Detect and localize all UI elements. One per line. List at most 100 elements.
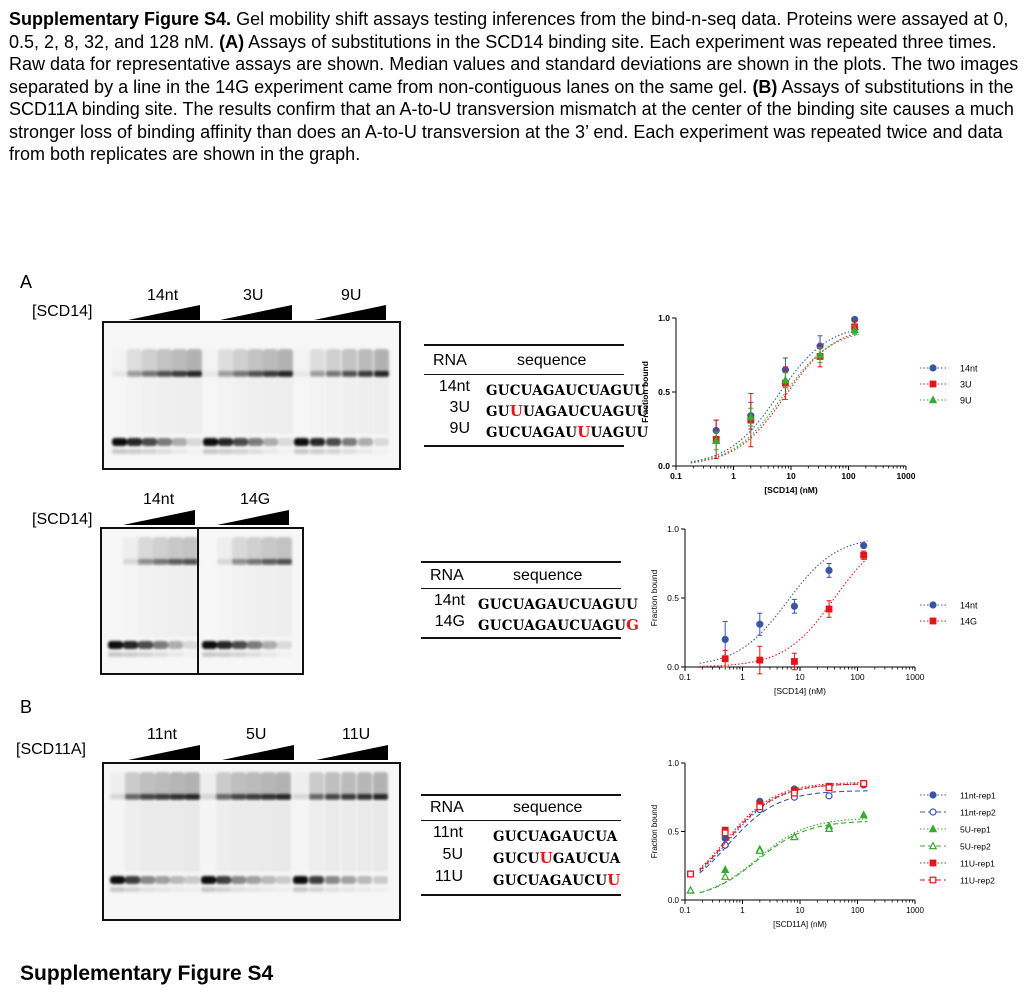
- fit-curve: [690, 331, 859, 464]
- fit-curve: [699, 783, 868, 871]
- data-point: [928, 824, 938, 833]
- fit-curve: [699, 557, 868, 667]
- legend-label: 14G: [960, 617, 977, 627]
- x-tick-label: 1000: [906, 906, 924, 915]
- y-tick-label: 1.0: [667, 524, 679, 534]
- table-rule: [421, 588, 621, 589]
- data-point: [790, 602, 799, 610]
- data-point: [859, 810, 868, 819]
- concentration-wedge: [128, 745, 200, 760]
- fit-curve: [699, 790, 868, 874]
- gel-image: [102, 762, 401, 921]
- data-point: [929, 859, 937, 867]
- table-row-sequence: GUCUAGAUCUAGUU: [486, 383, 647, 399]
- caption-title: Supplementary Figure S4.: [9, 9, 232, 29]
- data-point: [860, 780, 868, 787]
- y-tick-label: 1.0: [668, 759, 680, 768]
- gel3-group-label: 11U: [342, 726, 371, 743]
- table-row-name: 11U: [434, 868, 463, 885]
- binding-curve-chart: 0.0 0.5 1.0 0.1 1 10 100 1000 [SCD11A] (nM) Fract…: [650, 759, 996, 929]
- y-axis-label: Fraction bound: [640, 361, 650, 423]
- y-axis-label: Fraction bound: [649, 569, 659, 626]
- caption-label-a: (A): [219, 31, 245, 52]
- x-tick-label: 1000: [906, 672, 925, 682]
- fit-curve: [690, 333, 859, 464]
- caption-text-2: Assays of substitutions in the SCD14 bin…: [9, 31, 1019, 97]
- gel2-conc-label: [SCD14]: [32, 511, 93, 528]
- concentration-wedge: [316, 745, 388, 760]
- data-point: [721, 655, 729, 663]
- gel2-group-label: 14G: [240, 491, 271, 508]
- gel-image: [100, 527, 304, 675]
- table-row-name: 14nt: [438, 378, 470, 395]
- data-point: [721, 635, 729, 644]
- table-row-sequence: GUCUUGAUCUA: [493, 849, 621, 867]
- data-point: [850, 325, 859, 334]
- concentration-wedge: [123, 510, 195, 525]
- table-row-sequence: GUUUAGAUCUAGUU: [486, 402, 649, 420]
- table-rule: [421, 561, 621, 563]
- x-tick-label: 1: [731, 471, 736, 481]
- data-point: [929, 808, 937, 816]
- gel1-group-label: 3U: [243, 287, 264, 304]
- table-row-sequence: GUCUAGAUUUAGUU: [486, 423, 649, 441]
- sequence-table: RNA sequence 14nt GUCUAGAUCUAGUU 14G GUC…: [421, 561, 639, 641]
- data-point: [929, 601, 937, 609]
- data-point: [756, 803, 764, 811]
- data-point: [815, 350, 825, 359]
- table-rule: [421, 894, 621, 896]
- x-tick-label: 100: [841, 471, 855, 481]
- data-point: [825, 784, 833, 792]
- gel2-group-label: 14nt: [143, 491, 175, 508]
- data-point: [756, 656, 764, 664]
- gel-bands: [110, 772, 388, 892]
- x-tick-label: 100: [850, 672, 864, 682]
- x-axis-label: [SCD11A] (nM): [773, 920, 827, 929]
- x-axis-label: [SCD14] (nM): [774, 686, 826, 696]
- data-point: [687, 870, 694, 878]
- y-axis-label: Fraction bound: [650, 805, 659, 858]
- gel3-group-label: 5U: [246, 726, 267, 743]
- legend-label: 5U-rep2: [960, 842, 991, 852]
- data-point: [929, 876, 937, 884]
- gel1-group-label: 14nt: [147, 287, 179, 304]
- table-rule: [421, 794, 621, 796]
- y-tick-label: 0.5: [658, 387, 670, 397]
- caption-label-b: (B): [752, 76, 778, 97]
- gel1-group-label: 9U: [341, 287, 362, 304]
- panel-b-letter: B: [20, 697, 33, 717]
- legend-label: 5U-rep1: [960, 825, 991, 835]
- concentration-wedge: [222, 745, 294, 760]
- data-point: [791, 658, 798, 665]
- table-row-sequence: GUCUAGAUCUA: [493, 829, 618, 845]
- table-row-sequence: GUCUAGAUCUAGUU: [478, 597, 639, 613]
- x-tick-label: 0.1: [679, 672, 691, 682]
- data-point: [790, 832, 799, 841]
- data-point: [825, 605, 833, 613]
- table-header-sequence: sequence: [513, 799, 583, 816]
- y-tick-label: 0.0: [658, 461, 670, 471]
- legend-label: 11U-rep1: [960, 859, 995, 869]
- legend-label: 9U: [960, 396, 972, 406]
- data-point: [720, 872, 730, 880]
- data-point: [686, 885, 695, 894]
- gel1-conc-label: [SCD14]: [32, 303, 93, 320]
- table-header-rna: RNA: [433, 352, 467, 369]
- x-tick-label: 0.1: [679, 906, 691, 915]
- table-row-name: 14nt: [433, 592, 465, 609]
- table-row-name: 5U: [442, 846, 463, 863]
- data-point: [929, 364, 937, 372]
- sequence-table: RNA sequence 14nt GUCUAGAUCUAGUU 3U GUUU…: [424, 344, 648, 448]
- concentration-wedge: [217, 510, 289, 525]
- table-header-rna: RNA: [430, 567, 464, 584]
- table-rule: [421, 820, 621, 821]
- table-row-name: 11nt: [433, 824, 463, 841]
- data-point: [929, 791, 937, 799]
- concentration-wedge: [314, 305, 386, 320]
- x-tick-label: 1: [740, 672, 745, 682]
- table-rule: [424, 374, 624, 375]
- data-point: [720, 865, 730, 874]
- table-rule: [421, 637, 621, 639]
- x-tick-label: 10: [786, 471, 796, 481]
- data-point: [860, 551, 868, 559]
